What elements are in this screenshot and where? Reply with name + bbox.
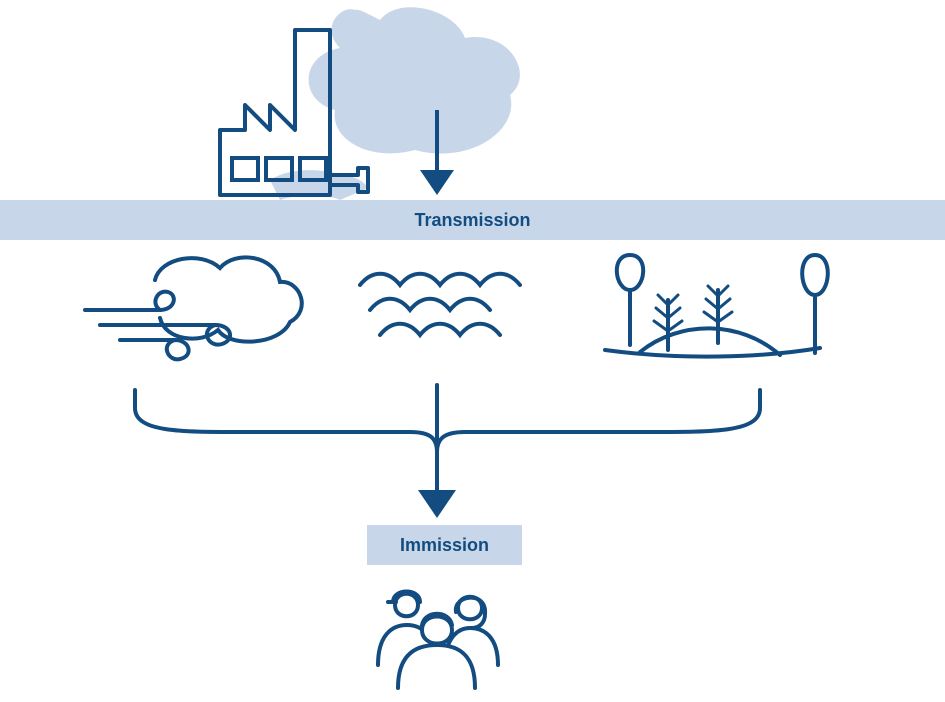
diagram-canvas: Transmission Emission Immission xyxy=(0,0,945,702)
converge-arrow-head xyxy=(418,490,456,518)
wind-lines xyxy=(85,292,230,360)
emission-arrow-head xyxy=(420,170,454,195)
converge-left xyxy=(135,390,437,452)
ground-icon xyxy=(605,348,820,357)
smoke-cloud-icon xyxy=(309,7,520,153)
water-waves-icon xyxy=(360,274,520,335)
converge-right xyxy=(437,390,760,452)
people-icon xyxy=(378,592,498,689)
hill-icon xyxy=(640,328,780,355)
wheat2-icon xyxy=(704,286,732,343)
svg-layer xyxy=(0,0,945,702)
tree-right-icon xyxy=(802,255,828,353)
tree-left-icon xyxy=(617,255,643,345)
